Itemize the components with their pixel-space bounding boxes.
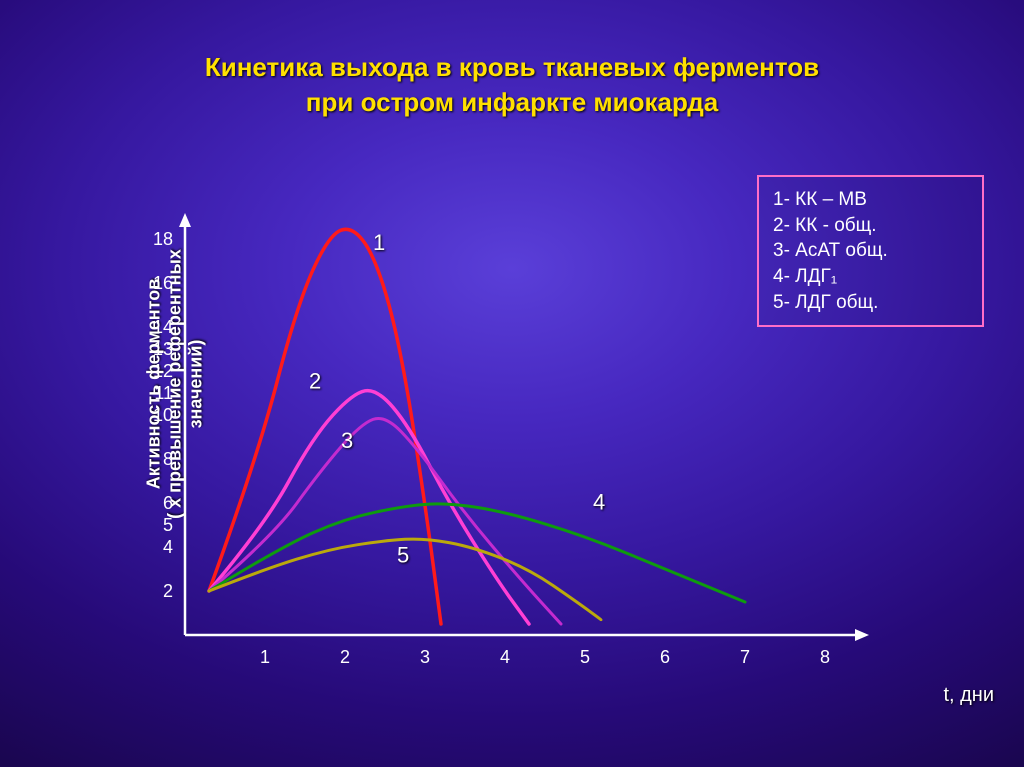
series-4 [209, 504, 745, 602]
chart-title: Кинетика выхода в кровь тканевых фермент… [0, 50, 1024, 120]
x-tick-label: 3 [420, 647, 430, 667]
y-tick-label: 11 [154, 383, 173, 403]
x-tick-label: 2 [340, 647, 350, 667]
x-tick-label: 1 [260, 647, 270, 667]
y-tick-label: 6 [163, 493, 173, 513]
y-tick-label: 5 [163, 515, 173, 535]
y-tick-label: 18 [153, 229, 173, 249]
legend-item: 2- КК - общ. [773, 213, 968, 239]
series-label-1: 1 [373, 230, 385, 255]
x-tick-label: 6 [660, 647, 670, 667]
title-line-1: Кинетика выхода в кровь тканевых фермент… [205, 52, 819, 82]
y-tick-label: 12 [153, 361, 173, 381]
series-label-5: 5 [397, 542, 409, 567]
x-tick-label: 8 [820, 647, 830, 667]
x-tick-label: 7 [740, 647, 750, 667]
y-tick-label: 16 [153, 273, 173, 293]
y-tick-label: 10 [153, 405, 173, 425]
y-axis-arrow [179, 213, 191, 227]
y-tick-label: 14 [153, 317, 173, 337]
x-tick-label: 5 [580, 647, 590, 667]
y-tick-label: 8 [163, 449, 173, 469]
legend-item: 5- ЛДГ общ. [773, 290, 968, 316]
series-label-2: 2 [309, 369, 321, 394]
legend-item: 1- КК – МВ [773, 187, 968, 213]
legend-box: 1- КК – МВ2- КК - общ.3- АсАТ общ.4- ЛДГ… [757, 175, 984, 327]
y-tick-label: 4 [163, 537, 173, 557]
legend-item: 3- АсАТ общ. [773, 238, 968, 264]
x-axis-arrow [855, 629, 869, 641]
legend-item: 4- ЛДГ₁ [773, 264, 968, 290]
x-axis-label: t, дни [943, 684, 994, 707]
series-label-3: 3 [341, 428, 353, 453]
series-label-4: 4 [593, 490, 605, 515]
x-tick-label: 4 [500, 647, 510, 667]
y-tick-label: 2 [163, 581, 173, 601]
y-tick-label: 13 [153, 339, 173, 359]
title-line-2: при остром инфаркте миокарда [306, 87, 718, 117]
